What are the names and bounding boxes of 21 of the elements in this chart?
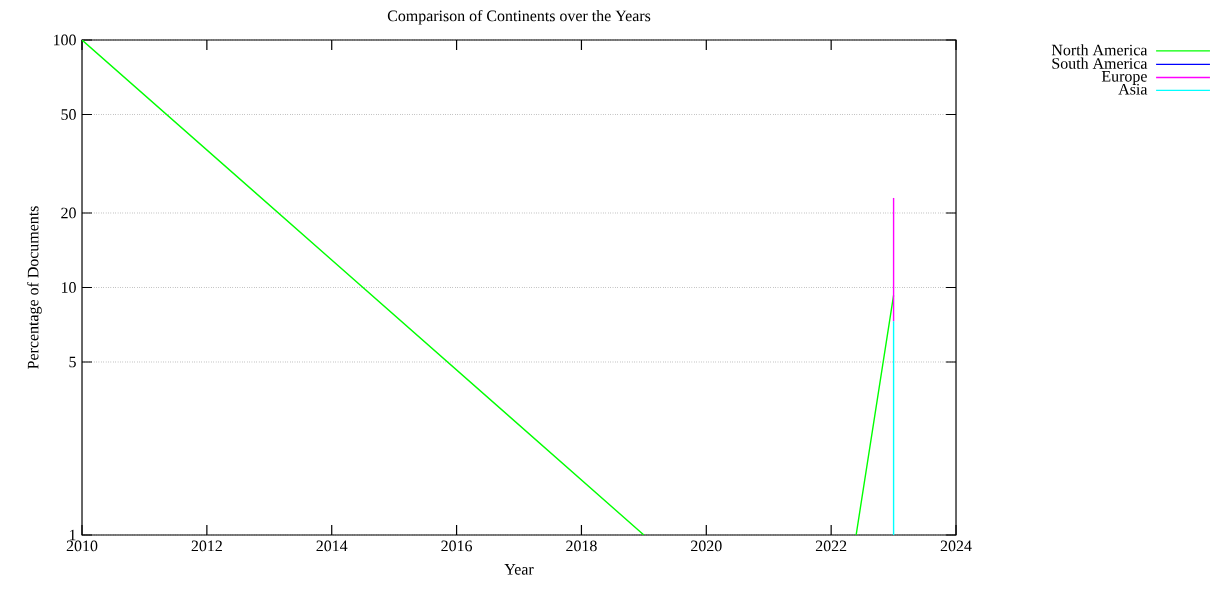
x-tick-label: 2012: [191, 540, 222, 552]
x-axis-title: Year: [504, 564, 534, 575]
x-tick-label: 2010: [66, 540, 98, 552]
legend-label: North America: [1051, 44, 1148, 56]
x-tick-label: 2014: [316, 540, 348, 552]
x-tick-label: 2024: [940, 540, 972, 552]
chart-title: Comparison of Continents over the Years: [387, 9, 651, 25]
x-tick-label: 2016: [441, 540, 473, 552]
y-tick-label: 10: [61, 282, 76, 293]
x-tick-label: 2022: [815, 540, 847, 552]
y-axis-title: Percentage of Documents: [27, 206, 42, 369]
legend-label: Europe: [1101, 71, 1147, 85]
legend-label: Asia: [1118, 83, 1148, 95]
y-tick-label: 100: [53, 34, 76, 46]
y-tick-label: 50: [61, 109, 76, 120]
y-tick-label: 5: [69, 356, 76, 368]
x-tick-label: 2018: [566, 540, 597, 552]
y-tick-label: 20: [61, 207, 76, 219]
y-tick-label: 1: [69, 529, 76, 541]
x-tick-label: 2020: [691, 540, 722, 552]
legend-label: South America: [1052, 57, 1148, 69]
